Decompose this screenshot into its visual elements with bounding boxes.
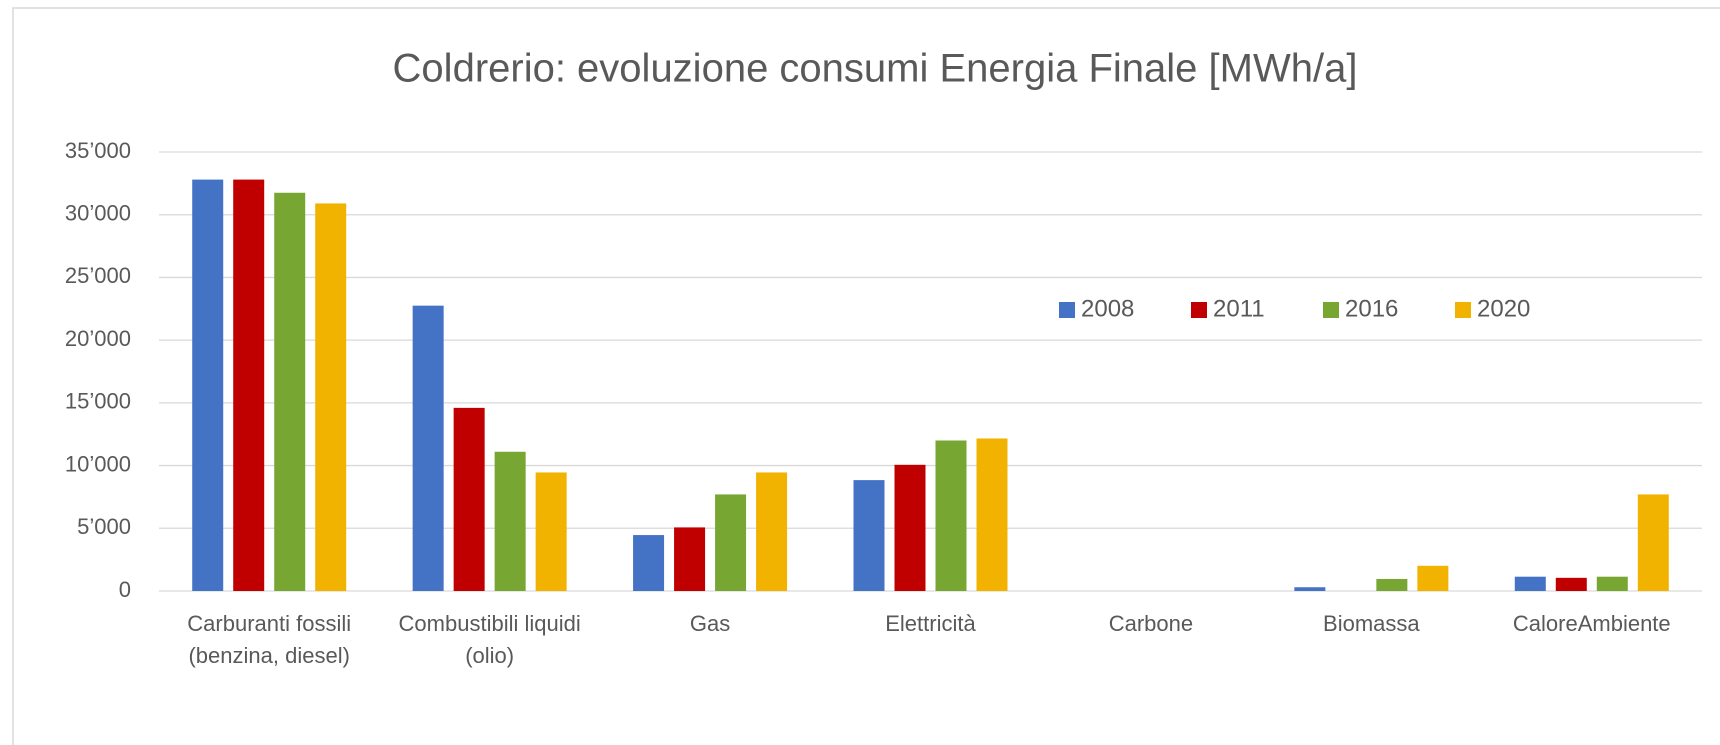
bar (756, 472, 788, 591)
legend-label: 2011 (1213, 295, 1265, 322)
bar (935, 440, 967, 591)
x-tick-label: Combustibili liquidi (olio) (398, 611, 581, 668)
bar (315, 203, 347, 591)
legend-label: 2016 (1345, 295, 1398, 322)
legend-label: 2020 (1477, 295, 1530, 322)
bar (1514, 576, 1546, 591)
bar (412, 305, 444, 591)
y-tick-label: 15’000 (65, 389, 131, 414)
y-tick-label: 20’000 (65, 326, 131, 351)
x-tick-label: Carburanti fossili (benzina, diesel) (187, 611, 352, 668)
chart-title: Coldrerio: evoluzione consumi Energia Fi… (393, 47, 1358, 91)
bar (1294, 587, 1326, 591)
bar (192, 179, 224, 591)
x-tick-label: CaloreAmbiente (1512, 611, 1671, 636)
bar (1555, 577, 1587, 591)
bar (453, 407, 485, 591)
bar (894, 464, 926, 591)
legend-swatch (1059, 302, 1075, 318)
legend-swatch (1323, 302, 1339, 318)
bar (674, 527, 706, 591)
bar (853, 480, 885, 591)
y-tick-label: 0 (119, 577, 131, 602)
y-tick-label: 35’000 (65, 138, 131, 163)
x-tick-label: Elettricità (885, 611, 976, 636)
y-tick-label: 30’000 (65, 201, 131, 226)
legend-label: 2008 (1081, 295, 1134, 322)
y-tick-label: 5’000 (77, 514, 131, 539)
bar (715, 494, 747, 591)
bar (1596, 576, 1628, 591)
legend-swatch (1455, 302, 1471, 318)
bar (1637, 494, 1669, 591)
y-tick-label: 10’000 (65, 451, 131, 476)
x-tick-label: Carbone (1108, 611, 1194, 636)
bar (535, 472, 567, 591)
bar (274, 192, 306, 591)
legend-swatch (1191, 302, 1207, 318)
bar (1376, 578, 1408, 591)
bar (976, 438, 1008, 591)
bar (233, 179, 265, 591)
bar (1417, 565, 1449, 591)
y-tick-label: 25’000 (65, 263, 131, 288)
bar (633, 535, 665, 591)
x-tick-label: Gas (689, 611, 731, 636)
bar (494, 451, 526, 591)
x-tick-label: Biomassa (1323, 611, 1420, 636)
